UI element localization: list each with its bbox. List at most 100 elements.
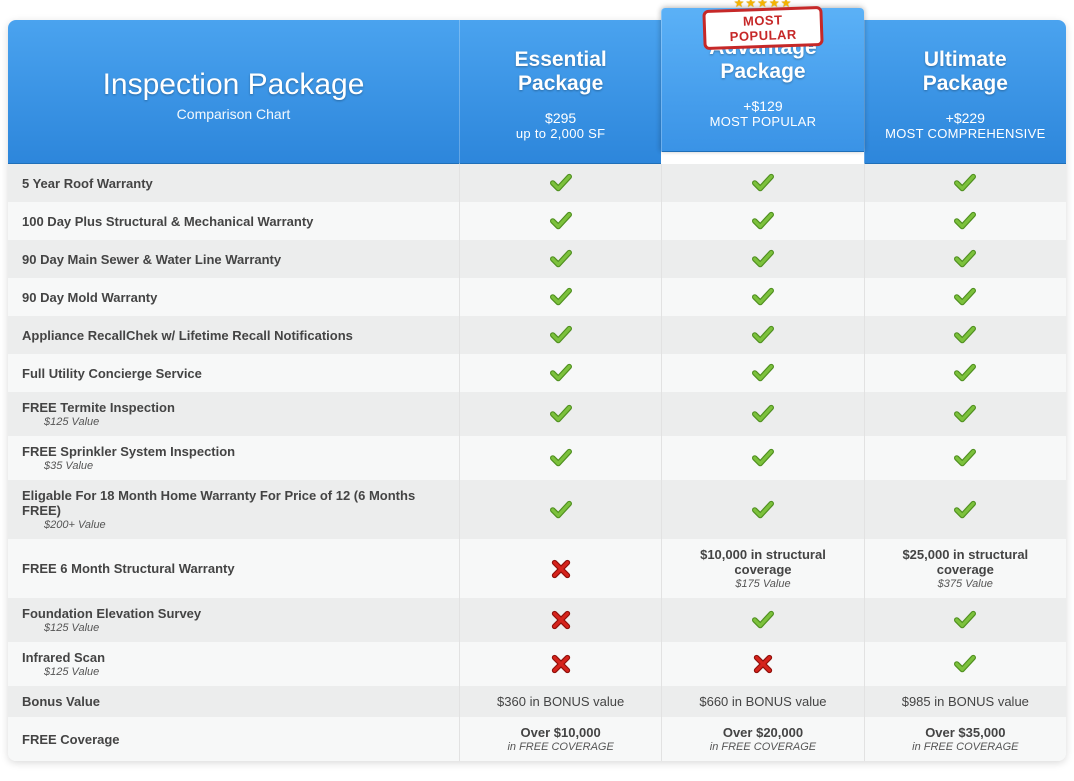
pkg-tag: up to 2,000 SF xyxy=(470,126,651,141)
pkg-name-l2: Package xyxy=(518,72,603,95)
feature-cell xyxy=(661,164,863,202)
check-icon xyxy=(550,447,572,469)
pkg-tag: MOST POPULAR xyxy=(672,114,853,129)
feature-cell xyxy=(864,164,1066,202)
check-icon xyxy=(550,499,572,521)
check-icon xyxy=(954,499,976,521)
check-icon xyxy=(954,248,976,270)
pkg-tag: MOST COMPREHENSIVE xyxy=(875,126,1056,141)
check-icon xyxy=(752,210,774,232)
table-row: 90 Day Mold Warranty xyxy=(8,278,1066,316)
table-row: FREE Termite Inspection$125 Value xyxy=(8,392,1066,436)
feature-cell xyxy=(864,278,1066,316)
table-row: Infrared Scan$125 Value xyxy=(8,642,1066,686)
feature-cell xyxy=(864,316,1066,354)
page-title: Inspection Package xyxy=(18,68,449,102)
feature-label: 5 Year Roof Warranty xyxy=(8,164,459,202)
feature-cell xyxy=(864,202,1066,240)
check-icon xyxy=(550,210,572,232)
table-row: FREE CoverageOver $10,000in FREE COVERAG… xyxy=(8,717,1066,761)
table-row: Full Utility Concierge Service xyxy=(8,354,1066,392)
feature-cell xyxy=(864,598,1066,642)
feature-cell xyxy=(864,436,1066,480)
cross-icon xyxy=(752,653,774,675)
feature-cell xyxy=(661,202,863,240)
comparison-chart: ★★★★★ MOST POPULAR Inspection Package Co… xyxy=(8,20,1066,761)
check-icon xyxy=(752,248,774,270)
table-row: FREE 6 Month Structural Warranty $10,000 … xyxy=(8,539,1066,598)
check-icon xyxy=(752,286,774,308)
check-icon xyxy=(550,248,572,270)
feature-label: Eligable For 18 Month Home Warranty For … xyxy=(8,480,459,539)
pkg-name-l2: Package xyxy=(923,72,1008,95)
check-icon xyxy=(752,324,774,346)
feature-cell: $360 in BONUS value xyxy=(459,686,661,717)
feature-label: Infrared Scan$125 Value xyxy=(8,642,459,686)
check-icon xyxy=(752,403,774,425)
feature-label: Appliance RecallChek w/ Lifetime Recall … xyxy=(8,316,459,354)
table-row: Foundation Elevation Survey$125 Value xyxy=(8,598,1066,642)
feature-cell xyxy=(661,278,863,316)
table-row: Appliance RecallChek w/ Lifetime Recall … xyxy=(8,316,1066,354)
feature-label: FREE Coverage xyxy=(8,717,459,761)
feature-cell: Over $10,000in FREE COVERAGE xyxy=(459,717,661,761)
package-header-ultimate: UltimatePackage +$229 MOST COMPREHENSIVE xyxy=(864,20,1066,164)
pricing-table: Inspection Package Comparison Chart Esse… xyxy=(8,20,1066,761)
feature-cell xyxy=(459,316,661,354)
pkg-price: $295 xyxy=(470,110,651,126)
cross-icon xyxy=(550,558,572,580)
table-row: 100 Day Plus Structural & Mechanical War… xyxy=(8,202,1066,240)
feature-label: Foundation Elevation Survey$125 Value xyxy=(8,598,459,642)
check-icon xyxy=(954,210,976,232)
check-icon xyxy=(550,403,572,425)
pkg-name-l2: Package xyxy=(720,60,805,83)
feature-label: FREE Termite Inspection$125 Value xyxy=(8,392,459,436)
feature-cell: Over $35,000in FREE COVERAGE xyxy=(864,717,1066,761)
feature-cell xyxy=(459,202,661,240)
feature-cell xyxy=(864,642,1066,686)
feature-label: 90 Day Main Sewer & Water Line Warranty xyxy=(8,240,459,278)
check-icon xyxy=(954,172,976,194)
most-popular-badge: ★★★★★ MOST POPULAR xyxy=(703,0,823,48)
check-icon xyxy=(752,172,774,194)
check-icon xyxy=(752,362,774,384)
pkg-name-l1: Essential xyxy=(515,48,607,71)
check-icon xyxy=(954,609,976,631)
feature-label: Full Utility Concierge Service xyxy=(8,354,459,392)
check-icon xyxy=(550,362,572,384)
feature-cell xyxy=(661,316,863,354)
feature-cell: $660 in BONUS value xyxy=(661,686,863,717)
check-icon xyxy=(752,609,774,631)
check-icon xyxy=(550,172,572,194)
feature-cell xyxy=(661,392,863,436)
feature-cell xyxy=(459,240,661,278)
check-icon xyxy=(954,653,976,675)
check-icon xyxy=(752,447,774,469)
feature-cell xyxy=(864,392,1066,436)
feature-label: 100 Day Plus Structural & Mechanical War… xyxy=(8,202,459,240)
check-icon xyxy=(954,447,976,469)
check-icon xyxy=(752,499,774,521)
check-icon xyxy=(954,403,976,425)
feature-cell xyxy=(661,240,863,278)
feature-label: 90 Day Mold Warranty xyxy=(8,278,459,316)
feature-cell xyxy=(459,539,661,598)
feature-cell: $25,000 in structural coverage$375 Value xyxy=(864,539,1066,598)
feature-cell: $10,000 in structural coverage$175 Value xyxy=(661,539,863,598)
table-row: Bonus Value$360 in BONUS value$660 in BO… xyxy=(8,686,1066,717)
package-header-essential: EssentialPackage $295 up to 2,000 SF xyxy=(459,20,661,164)
table-row: FREE Sprinkler System Inspection$35 Valu… xyxy=(8,436,1066,480)
feature-cell xyxy=(459,164,661,202)
feature-cell xyxy=(459,392,661,436)
cross-icon xyxy=(550,653,572,675)
feature-cell: $985 in BONUS value xyxy=(864,686,1066,717)
badge-text: MOST POPULAR xyxy=(702,6,823,50)
check-icon xyxy=(550,324,572,346)
feature-cell xyxy=(459,480,661,539)
feature-cell xyxy=(459,598,661,642)
table-row: 5 Year Roof Warranty xyxy=(8,164,1066,202)
feature-cell xyxy=(661,354,863,392)
feature-cell xyxy=(661,598,863,642)
feature-label: FREE 6 Month Structural Warranty xyxy=(8,539,459,598)
page-subtitle: Comparison Chart xyxy=(18,106,449,122)
